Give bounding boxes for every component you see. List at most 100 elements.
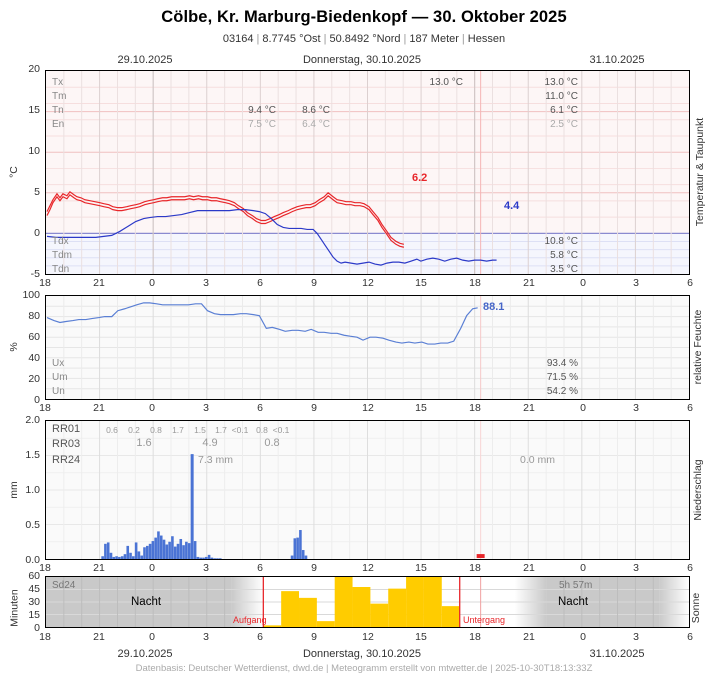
- date-current: Donnerstag, 30.10.2025: [302, 54, 422, 66]
- temp-next-tx: 13.0 °C: [544, 77, 578, 88]
- bottom-date-next: 31.10.2025: [589, 648, 645, 660]
- dew-series-label-tdn: Tdn: [52, 264, 70, 275]
- temp-xtick: 21: [523, 277, 535, 289]
- hum-ytick-80: 80: [28, 310, 40, 322]
- panel-temperature: Tx Tm Tn En 9.4 °C 7.5 °C 8.6 °C 6.4 °C …: [45, 70, 690, 275]
- sun-y-axis-label: Minuten: [8, 589, 21, 627]
- footer-credits: Datenbasis: Deutscher Wetterdienst, dwd.…: [135, 663, 593, 674]
- temp-y-axis-label: °C: [8, 166, 20, 178]
- precip-rr01-value: 1.7: [172, 425, 184, 435]
- temp-prev-en: 7.5 °C: [248, 119, 276, 130]
- precip-y-axis-label: mm: [8, 481, 20, 499]
- hum-xtick: 21: [93, 402, 105, 414]
- hum-series-label-ux: Ux: [52, 358, 65, 369]
- page-title: Cölbe, Kr. Marburg-Biedenkopf — 30. Okto…: [161, 8, 567, 26]
- hum-xtick: 12: [362, 402, 374, 414]
- sun-xtick: 12: [362, 631, 374, 643]
- precip-xtick: 21: [523, 562, 535, 574]
- sun-ytick-60: 60: [28, 570, 40, 582]
- sun-ytick-0: 0: [34, 622, 40, 634]
- precip-xtick: 6: [687, 562, 693, 574]
- precip-rr01-value: 0.2: [128, 425, 140, 435]
- hum-series-label-um: Um: [52, 372, 68, 383]
- precip-rr01-value: <0.1: [272, 425, 290, 435]
- temp-today-tx: 13.0 °C: [429, 77, 463, 88]
- hum-xtick: 0: [580, 402, 586, 414]
- bottom-date-row: 29.10.2025 Donnerstag, 30.10.2025 31.10.…: [0, 648, 728, 662]
- precip-xtick: 6: [257, 562, 263, 574]
- precip-rr01-value: <0.1: [231, 425, 249, 435]
- humidity-plot: [46, 296, 689, 399]
- precip-xtick: 21: [93, 562, 105, 574]
- hum-xtick: 9: [311, 402, 317, 414]
- date-prev: 29.10.2025: [117, 54, 173, 66]
- precip-rr03-value: 0.8: [264, 437, 280, 449]
- temp-next-en: 2.5 °C: [550, 119, 578, 130]
- precipitation-plot: [46, 421, 689, 559]
- panel-humidity: Ux Um Un 93.4 % 71.5 % 54.2 % 88.1: [45, 295, 690, 400]
- temp-mid-en: 6.4 °C: [302, 119, 330, 130]
- panel-sun: Sd24 Nacht Nacht 5h 57m Aufgang Untergan…: [45, 576, 690, 628]
- bottom-date-prev: 29.10.2025: [117, 648, 173, 660]
- sunset-label: Untergang: [463, 615, 506, 625]
- sunrise-label: Aufgang: [233, 615, 267, 625]
- state: Hessen: [467, 33, 506, 45]
- sun-xtick: 18: [469, 631, 481, 643]
- precip-right-axis-label: Niederschlag: [692, 459, 704, 521]
- latitude: 50.8492 °Nord: [329, 33, 401, 45]
- hum-y-axis-label: %: [8, 342, 20, 352]
- sun-xtick: 6: [257, 631, 263, 643]
- precip-rr01-value: 1.7: [215, 425, 227, 435]
- temp-xtick: 18: [39, 277, 51, 289]
- temp-mid-tn: 8.6 °C: [302, 105, 330, 116]
- dew-next-tdx: 10.8 °C: [544, 236, 578, 247]
- hum-xtick: 3: [633, 402, 639, 414]
- temp-right-axis-label: Temperatur & Taupunkt: [694, 117, 706, 227]
- sun-ytick-45: 45: [28, 583, 40, 595]
- sun-xtick: 0: [580, 631, 586, 643]
- precip-rr01-value: 1.5: [194, 425, 206, 435]
- sun-xtick: 18: [39, 631, 51, 643]
- sun-xtick: 0: [149, 631, 155, 643]
- sep-4: |: [461, 33, 465, 45]
- precip-xtick: 12: [362, 562, 374, 574]
- sun-night-left-label: Nacht: [131, 596, 162, 608]
- precip-xtick: 3: [633, 562, 639, 574]
- sep-2: |: [323, 33, 327, 45]
- temp-series-label-tm: Tm: [52, 91, 67, 102]
- temp-xtick: 15: [415, 277, 427, 289]
- sun-xtick: 15: [415, 631, 427, 643]
- sun-xtick: 21: [93, 631, 105, 643]
- hum-value-um: 71.5 %: [546, 372, 578, 383]
- temp-series-label-tn: Tn: [52, 105, 64, 116]
- hum-ytick-100: 100: [22, 289, 40, 301]
- station-info: 03164 | 8.7745 °Ost | 50.8492 °Nord | 187 Mete…: [0, 33, 728, 45]
- precip-xtick: 18: [469, 562, 481, 574]
- temp-ytick-0: 0: [34, 227, 40, 239]
- temp-ytick-10: 10: [28, 145, 40, 157]
- hum-value-ux: 93.4 %: [546, 358, 578, 369]
- precip-ytick-05: 0.5: [25, 519, 40, 531]
- precip-row-label-rr24: RR24: [52, 454, 81, 466]
- temp-xtick: 9: [311, 277, 317, 289]
- temp-xtick: 6: [687, 277, 693, 289]
- hum-xtick: 18: [39, 402, 51, 414]
- dew-end-value: 4.4: [504, 200, 520, 212]
- temp-next-tn: 6.1 °C: [550, 105, 578, 116]
- precip-xtick: 3: [203, 562, 209, 574]
- hum-ytick-20: 20: [28, 373, 40, 385]
- date-next: 31.10.2025: [589, 54, 645, 66]
- temp-next-tm: 11.0 °C: [545, 91, 578, 102]
- temp-ytick-15: 15: [28, 104, 40, 116]
- hum-xtick: 0: [149, 402, 155, 414]
- precip-rr01-value: 0.8: [150, 425, 162, 435]
- sun-total-label: 5h 57m: [559, 580, 593, 591]
- temp-xtick: 6: [257, 277, 263, 289]
- sun-xtick: 9: [311, 631, 317, 643]
- temperature-plot: [46, 71, 689, 274]
- hum-series-label-un: Un: [52, 386, 65, 397]
- sun-xtick: 3: [203, 631, 209, 643]
- precip-row-label-rr03: RR03: [52, 438, 81, 450]
- precip-rr01-value: 0.6: [106, 425, 118, 435]
- hum-value-un: 54.2 %: [546, 386, 578, 397]
